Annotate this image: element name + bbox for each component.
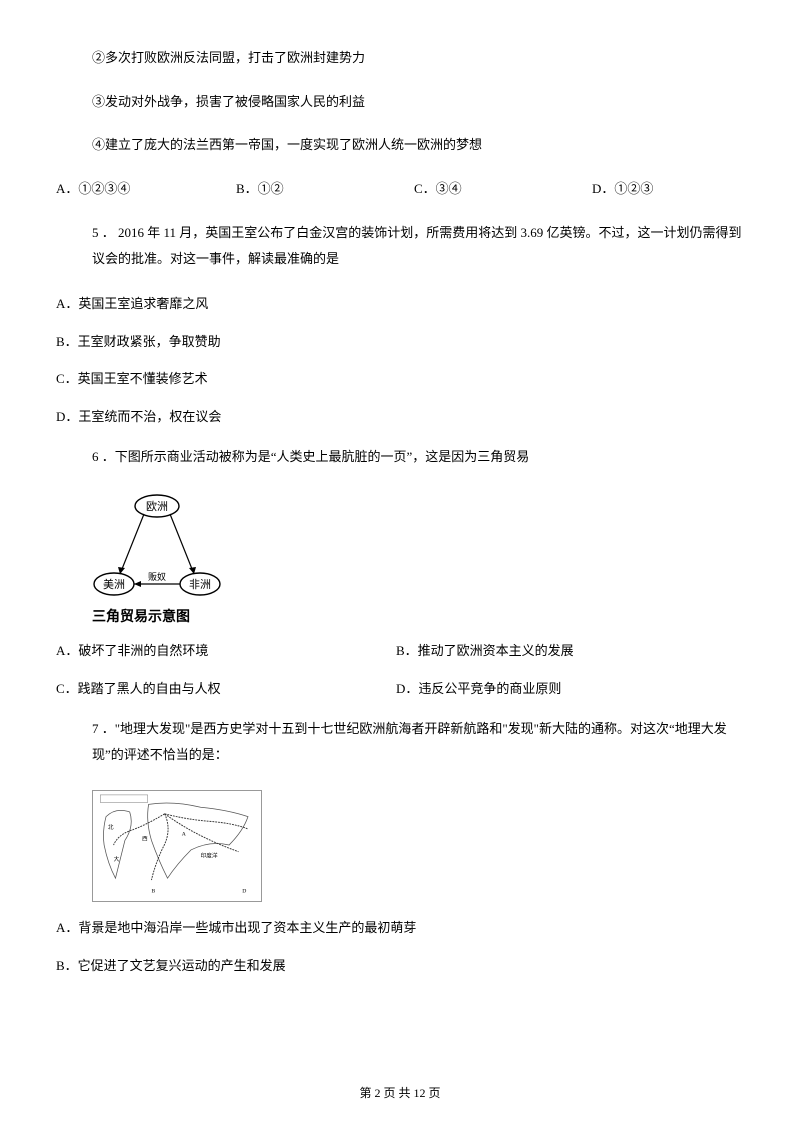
svg-text:北: 北 [108,823,114,831]
node-left-label: 美洲 [103,578,125,591]
triangle-trade-diagram: 欧洲 美洲 非洲 贩奴 [92,492,222,600]
q4-option-d: D．①②③ [592,179,653,199]
svg-text:B: B [151,888,155,894]
svg-text:西: 西 [142,835,148,842]
node-right-label: 非洲 [189,578,211,591]
q4-option-b: B．①② [236,179,414,199]
edge-bottom-label: 贩奴 [148,571,166,582]
q6-option-c: C．践踏了黑人的自由与人权 [56,679,396,699]
page-footer: 第 2 页 共 12 页 [0,1084,800,1102]
svg-text:D: D [242,888,246,894]
q7-option-a: A．背景是地中海沿岸一些城市出现了资本主义生产的最初萌芽 [56,918,744,938]
statement-2: ②多次打败欧洲反法同盟，打击了欧洲封建势力 [56,48,744,68]
q4-option-a: A．①②③④ [56,179,236,199]
q5-option-d: D．王室统而不治，权在议会 [56,407,744,427]
q7-map-figure: 北 大 西 印度洋 B D A [92,790,262,902]
q6-option-b: B．推动了欧洲资本主义的发展 [396,641,574,661]
svg-text:大: 大 [114,855,120,863]
q5-option-a: A．英国王室追求奢靡之风 [56,294,744,314]
statement-4: ④建立了庞大的法兰西第一帝国，一度实现了欧洲人统一欧洲的梦想 [56,135,744,155]
q6-text: 6 ．下图所示商业活动被称为是“人类史上最肮脏的一页”，这是因为三角贸易 [56,444,744,470]
q5-text: 5 ． 2016 年 11 月，英国王室公布了白金汉宫的装饰计划，所需费用将达到… [56,220,744,272]
q4-options-row: A．①②③④ B．①② C．③④ D．①②③ [56,179,744,199]
statement-3: ③发动对外战争，损害了被侵略国家人民的利益 [56,92,744,112]
q4-option-c: C．③④ [414,179,592,199]
q6-option-d: D．违反公平竞争的商业原则 [396,679,561,699]
q5-option-c: C．英国王室不懂装修艺术 [56,369,744,389]
q6-figure: 欧洲 美洲 非洲 贩奴 三角贸易示意图 [92,492,744,627]
q6-caption: 三角贸易示意图 [92,606,744,627]
q7-text: 7 ．"地理大发现"是西方史学对十五到十七世纪欧洲航海者开辟新航路和"发现"新大… [56,716,744,768]
q7-option-b: B．它促进了文艺复兴运动的产生和发展 [56,956,744,976]
q6-option-a: A．破坏了非洲的自然环境 [56,641,396,661]
node-top-label: 欧洲 [146,500,168,513]
svg-text:印度洋: 印度洋 [201,851,218,859]
q5-option-b: B．王室财政紧张，争取赞助 [56,332,744,352]
